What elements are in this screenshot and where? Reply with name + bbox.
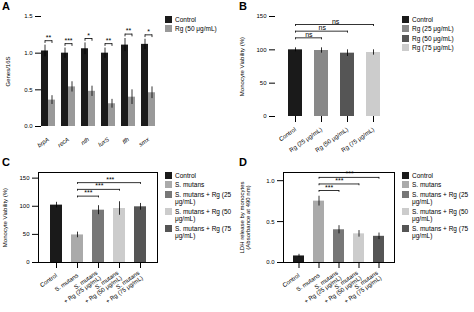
svg-text:0: 0 (26, 259, 30, 265)
svg-text:Monocyte Viability (%): Monocyte Viability (%) (239, 37, 245, 96)
svg-text:Monocyte Viability (%): Monocyte Viability (%) (2, 188, 8, 247)
svg-text:1.5: 1.5 (24, 13, 33, 19)
svg-text:Control: Control (278, 126, 297, 142)
svg-text:***: *** (325, 184, 333, 191)
svg-text:150: 150 (256, 13, 267, 19)
svg-text:recA: recA (57, 136, 71, 148)
svg-text:ns: ns (332, 18, 340, 25)
svg-text:S. mutans+ Rg (75 μg/mL): S. mutans+ Rg (75 μg/mL) (340, 270, 383, 305)
svg-text:***: *** (345, 170, 353, 177)
svg-text:ns: ns (305, 31, 313, 38)
svg-text:50: 50 (260, 80, 267, 86)
svg-text:100: 100 (256, 47, 267, 53)
svg-text:***: *** (64, 37, 72, 44)
svg-text:**: ** (126, 27, 132, 34)
svg-text:Rg (75 μg/mL): Rg (75 μg/mL) (340, 126, 375, 153)
svg-text:LDH release by monocytes(Absor: LDH release by monocytes(Absorbance at 4… (239, 181, 251, 253)
svg-text:1.0: 1.0 (24, 50, 33, 56)
svg-text:***: *** (95, 182, 103, 189)
svg-text:1.0: 1.0 (266, 178, 275, 184)
svg-text:**: ** (106, 37, 112, 44)
svg-text:*: * (87, 32, 90, 39)
svg-text:**: ** (46, 34, 52, 41)
svg-text:***: *** (84, 189, 92, 196)
svg-text:***: *** (335, 177, 343, 184)
svg-text:0.0: 0.0 (266, 259, 275, 265)
svg-text:Genes/16S: Genes/16S (5, 56, 11, 86)
svg-text:50: 50 (23, 231, 30, 237)
svg-text:S. mutans+ Rg (75 μg/mL): S. mutans+ Rg (75 μg/mL) (101, 270, 144, 305)
svg-text:150: 150 (19, 175, 30, 181)
svg-text:ns: ns (319, 24, 327, 31)
svg-text:***: *** (106, 176, 114, 183)
svg-text:*: * (147, 28, 150, 35)
svg-text:0.0: 0.0 (24, 123, 33, 129)
svg-text:nth: nth (80, 136, 91, 146)
svg-text:brpA: brpA (36, 136, 50, 148)
svg-text:0.5: 0.5 (266, 219, 275, 225)
svg-text:ffh: ffh (121, 136, 130, 145)
svg-text:0.5: 0.5 (24, 87, 33, 93)
svg-text:100: 100 (19, 203, 30, 209)
svg-text:0: 0 (263, 113, 267, 119)
svg-text:luxS: luxS (97, 136, 110, 148)
svg-text:smx: smx (138, 136, 151, 148)
